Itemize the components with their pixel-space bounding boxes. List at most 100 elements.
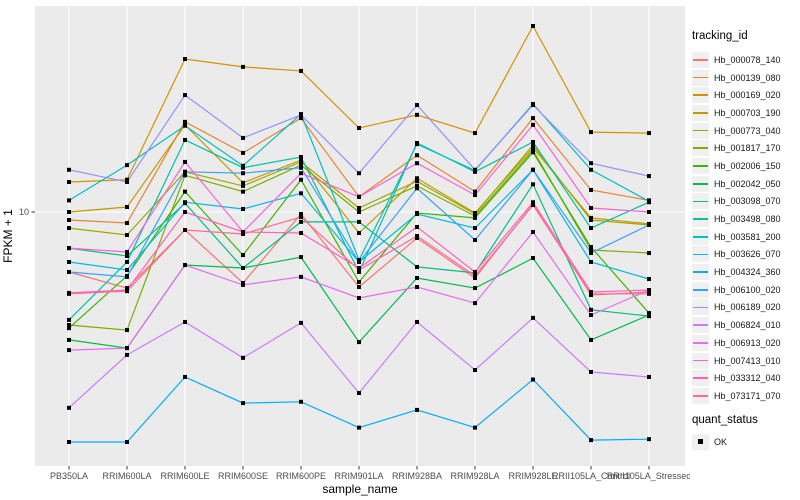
data-point xyxy=(531,103,535,108)
data-point xyxy=(531,229,535,234)
data-point xyxy=(473,226,477,231)
legend-color-line-icon xyxy=(693,359,708,362)
data-point xyxy=(183,200,187,205)
legend-label: Hb_000078_140 xyxy=(714,54,781,65)
data-point xyxy=(299,215,303,220)
data-point xyxy=(183,119,187,124)
legend-item: Hb_006100_020 xyxy=(692,281,798,299)
x-tick-label: PB350LA xyxy=(50,471,88,481)
data-point xyxy=(531,148,535,153)
data-point xyxy=(473,273,477,278)
data-point xyxy=(299,255,303,260)
data-point xyxy=(67,326,71,331)
legend-key-box xyxy=(692,140,709,157)
legend-label: Hb_007413_010 xyxy=(714,355,781,366)
data-point xyxy=(67,246,71,251)
legend-key-box xyxy=(692,193,709,210)
data-point xyxy=(531,23,535,28)
data-point xyxy=(415,224,419,229)
data-point xyxy=(241,355,245,360)
legend-color-line-icon xyxy=(693,200,708,203)
data-point xyxy=(299,165,303,170)
data-point xyxy=(357,285,361,290)
data-point xyxy=(241,189,245,194)
x-tick-label: RRIM928LA xyxy=(450,471,499,481)
legend-color-line-icon xyxy=(693,342,708,344)
data-point xyxy=(415,179,419,184)
quant-legend-label: OK xyxy=(714,436,728,447)
data-point xyxy=(589,307,593,312)
data-point xyxy=(183,263,187,268)
data-point xyxy=(183,319,187,324)
data-point xyxy=(241,282,245,287)
data-point xyxy=(357,269,361,274)
legend-item: Hb_007413_010 xyxy=(692,352,798,370)
data-point xyxy=(357,425,361,430)
data-point xyxy=(473,193,477,198)
legend-label: Hb_073171_070 xyxy=(714,390,781,401)
legend-key-box xyxy=(692,317,709,334)
legend-color-line-icon xyxy=(693,235,708,238)
legend-color-line-icon xyxy=(693,94,708,97)
data-point xyxy=(125,346,129,351)
data-point xyxy=(531,122,535,127)
data-point xyxy=(241,183,245,188)
data-point xyxy=(473,269,477,274)
x-axis-title: sample_name xyxy=(322,482,398,496)
data-point xyxy=(647,251,651,256)
legend-label: Hb_003498_080 xyxy=(714,214,781,225)
data-point xyxy=(299,112,303,117)
data-point xyxy=(357,209,361,214)
data-point xyxy=(299,230,303,235)
data-point xyxy=(183,374,187,379)
data-point xyxy=(357,230,361,235)
data-point xyxy=(241,180,245,185)
legend-label: Hb_000169_020 xyxy=(714,90,781,101)
legend-key-box xyxy=(692,387,709,404)
legend-label: Hb_006100_020 xyxy=(714,284,781,295)
data-point xyxy=(299,399,303,404)
data-point xyxy=(357,205,361,210)
data-point xyxy=(299,191,303,196)
data-point xyxy=(647,288,651,293)
legend-key-box xyxy=(692,69,709,86)
legend-item: Hb_006824_010 xyxy=(692,316,798,334)
data-point xyxy=(125,328,129,333)
data-point xyxy=(531,116,535,121)
data-point xyxy=(241,64,245,69)
data-point xyxy=(241,401,245,406)
data-point xyxy=(67,269,71,274)
data-point xyxy=(67,405,71,410)
data-point xyxy=(299,211,303,216)
data-point xyxy=(589,130,593,135)
data-point xyxy=(473,301,477,306)
data-point xyxy=(241,163,245,168)
data-point xyxy=(299,155,303,160)
legend-item: Hb_000773_040 xyxy=(692,122,798,140)
legend-key-box xyxy=(692,352,709,369)
data-point xyxy=(589,205,593,210)
legend-label: Hb_033312_040 xyxy=(714,373,781,384)
y-axis-title: FPKM + 1 xyxy=(1,209,15,263)
legend-item: Hb_002006_150 xyxy=(692,157,798,175)
data-point xyxy=(473,286,477,291)
legend-color-line-icon xyxy=(693,182,708,185)
legend-label: Hb_006824_010 xyxy=(714,320,781,331)
data-point xyxy=(125,352,129,357)
data-point xyxy=(125,267,129,272)
legend-key-box xyxy=(692,264,709,281)
data-point xyxy=(531,377,535,382)
legend-key-box xyxy=(692,334,709,351)
data-point xyxy=(589,438,593,443)
data-point xyxy=(647,174,651,179)
legend-item: Hb_006189_020 xyxy=(692,299,798,317)
legend-color-line-icon xyxy=(693,324,708,327)
legend-label: Hb_000703_190 xyxy=(714,107,781,118)
data-point xyxy=(125,274,129,279)
data-point xyxy=(357,296,361,301)
x-tick-label: RRIM600SE xyxy=(218,471,268,481)
data-point xyxy=(531,150,535,155)
data-point xyxy=(125,249,129,254)
data-point xyxy=(183,56,187,61)
data-point xyxy=(415,153,419,158)
